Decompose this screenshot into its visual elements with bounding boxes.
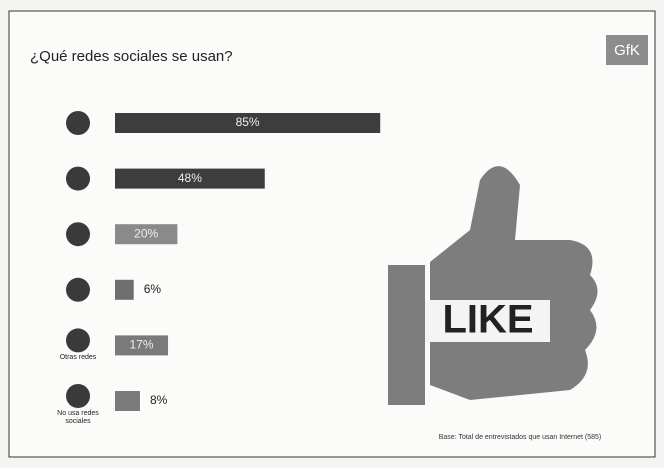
- network-icon: [66, 384, 90, 408]
- bar: [115, 168, 265, 189]
- network-icon: [66, 277, 90, 302]
- value-label: 20%: [134, 226, 158, 240]
- bar: [115, 113, 381, 133]
- network-icon: [66, 166, 90, 191]
- category-label: Otras redes: [59, 354, 97, 362]
- value-label: 48%: [178, 171, 202, 185]
- network-icon: [66, 111, 90, 135]
- like-thumb: [388, 166, 598, 405]
- network-icon: [66, 222, 90, 247]
- value-label: 8%: [150, 393, 168, 407]
- slide-title: ¿Qué redes sociales se usan?: [30, 48, 233, 65]
- bar: [115, 335, 169, 356]
- value-label: 85%: [236, 115, 260, 129]
- value-label: 6%: [144, 282, 162, 296]
- logo-box: [606, 35, 648, 65]
- bar: [115, 224, 178, 245]
- value-label: 17%: [130, 338, 154, 352]
- bar: [115, 391, 140, 411]
- like-text: LIKE: [442, 298, 533, 342]
- network-icon: [66, 328, 90, 353]
- footnote: Base: Total de entrevistados que usan In…: [439, 434, 602, 441]
- logo: GfK: [614, 42, 640, 59]
- like-backing: [425, 300, 550, 342]
- category-label: No usa redes sociales: [57, 410, 99, 425]
- bar: [115, 279, 134, 300]
